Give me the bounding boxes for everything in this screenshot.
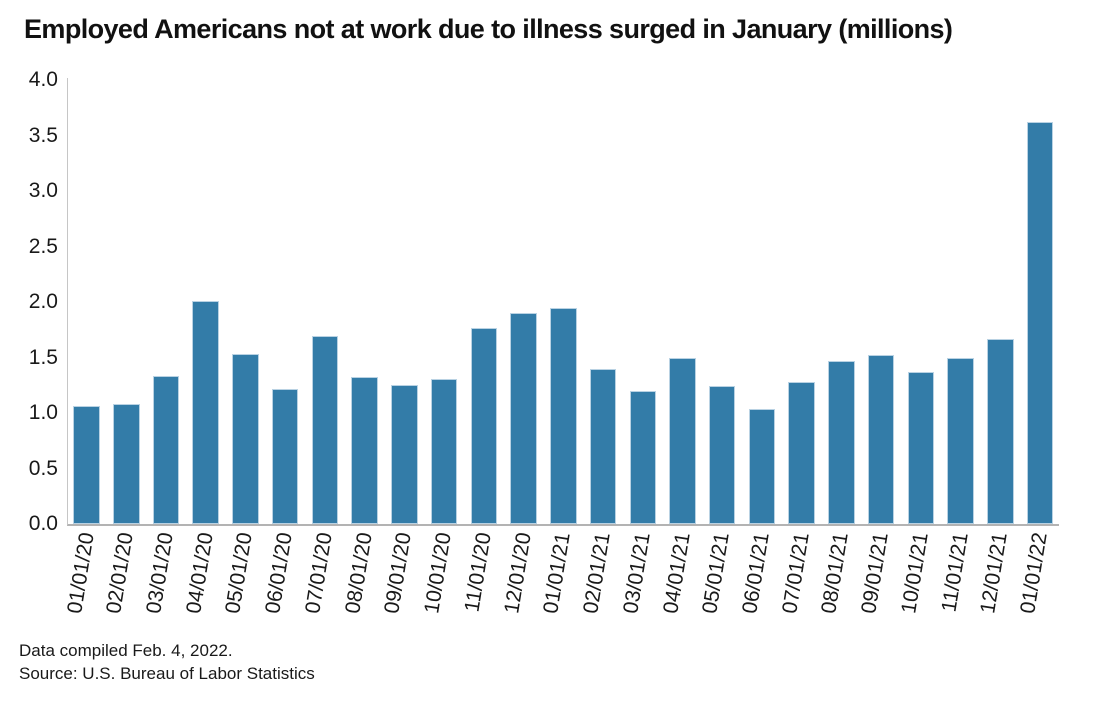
y-tick-label: 3.5 (28, 123, 58, 147)
x-tick-label: 11/01/20 (460, 530, 496, 614)
x-tick-label: 08/01/21 (817, 530, 854, 616)
x-tick-label: 01/01/22 (1016, 530, 1052, 616)
y-tick-label: 0.0 (28, 512, 58, 535)
bar (907, 371, 935, 524)
x-tick-label: 04/01/21 (658, 530, 695, 616)
y-tick-label: 1.0 (28, 401, 58, 424)
x-tick-label: 09/01/21 (857, 530, 893, 616)
bar (669, 357, 696, 524)
y-tick-label: 2.0 (28, 290, 58, 313)
bar (947, 357, 974, 524)
x-tick-label: 05/01/21 (698, 530, 734, 616)
bar (708, 386, 736, 524)
x-tick-label: 10/01/21 (897, 530, 933, 616)
x-tick-label: 01/01/21 (539, 530, 576, 616)
y-tick-label: 1.5 (28, 345, 58, 369)
x-tick-label: 09/01/20 (380, 530, 417, 616)
bar (629, 390, 657, 524)
footnote-source: Source: U.S. Bureau of Labor Statistics (19, 664, 315, 683)
x-tick-label: 06/01/21 (738, 530, 774, 616)
x-tick-label: 12/01/20 (499, 530, 536, 616)
bar (351, 377, 378, 524)
bar (867, 355, 895, 524)
x-tick-label: 01/01/20 (62, 530, 99, 616)
bar (311, 336, 339, 524)
x-tick-label: 07/01/21 (777, 530, 814, 616)
x-tick-label: 02/01/21 (579, 530, 615, 616)
x-tick-label: 04/01/20 (181, 530, 218, 616)
bar (788, 381, 815, 524)
bar (271, 388, 299, 524)
bar (510, 313, 537, 524)
x-tick-label: 07/01/20 (301, 530, 337, 616)
bar (828, 360, 855, 524)
bar (232, 354, 259, 524)
x-tick-label: 03/01/20 (142, 530, 178, 616)
bar (430, 378, 458, 524)
y-tick-label: 0.5 (28, 456, 58, 480)
y-tick-label: 3.0 (28, 179, 58, 202)
bar (748, 408, 776, 524)
bar (470, 327, 498, 524)
bar (550, 307, 577, 524)
bar (1026, 122, 1054, 524)
bar (152, 376, 180, 524)
x-tick-label: 12/01/21 (976, 530, 1013, 616)
y-tick-label: 4.0 (28, 68, 58, 91)
bar (73, 406, 100, 524)
bar (192, 300, 219, 524)
x-tick-label: 11/01/21 (937, 530, 973, 614)
footnote-compiled-date: Data compiled Feb. 4, 2022. (19, 641, 233, 660)
x-tick-label: 06/01/20 (261, 530, 297, 616)
bar (391, 385, 418, 524)
x-tick-label: 08/01/20 (340, 530, 377, 616)
y-tick-label: 2.5 (28, 234, 58, 258)
bar (589, 368, 617, 524)
x-tick-label: 05/01/20 (221, 530, 258, 616)
x-tick-label: 03/01/21 (618, 530, 655, 616)
bar (987, 338, 1014, 524)
x-tick-label: 10/01/20 (420, 530, 456, 616)
x-tick-label: 02/01/20 (102, 530, 138, 616)
bar (113, 404, 140, 524)
chart-title: Employed Americans not at work due to il… (24, 14, 953, 44)
